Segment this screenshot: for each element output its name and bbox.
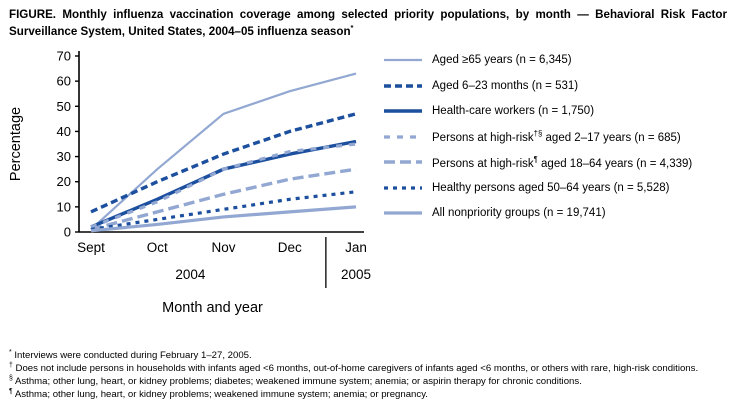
y-tick-label: 20 <box>57 174 71 189</box>
x-tick-label: Jan <box>345 240 367 255</box>
figure-title-text: FIGURE. Monthly influenza vaccination co… <box>9 8 727 38</box>
legend-item: Aged 6–23 months (n = 531) <box>383 78 692 94</box>
year-label-2005: 2005 <box>341 267 371 282</box>
y-tick-label: 30 <box>57 149 71 164</box>
footnote-marker: † <box>9 361 13 369</box>
y-tick-label: 70 <box>57 49 71 64</box>
legend-line-sample <box>384 109 422 113</box>
year-label-2004: 2004 <box>175 267 206 282</box>
y-axis-title: Percentage <box>8 107 24 181</box>
chart-area: 0 10 20 30 40 50 60 70 Sept Oct Nov Dec Jan 2004 2005 M… <box>0 42 736 342</box>
y-tick-label: 40 <box>57 124 71 139</box>
legend-label: Health-care workers (n = 1,750) <box>432 105 595 117</box>
footnote-marker: ¶ <box>9 387 13 395</box>
series-line <box>90 112 357 214</box>
legend-item: All nonpriority groups (n = 19,741) <box>383 205 692 221</box>
legend-line-sample <box>384 134 422 139</box>
legend-item: Persons at high-risk¶ aged 18–64 years (… <box>383 154 692 170</box>
legend-item: Health-care workers (n = 1,750) <box>383 103 692 119</box>
footnote-line: ¶ Asthma; other lung, heart, or kidney p… <box>9 387 428 400</box>
footnote-line: † Does not include persons in households… <box>9 361 699 375</box>
footnote-marker: * <box>9 349 12 356</box>
y-tick-label: 50 <box>57 99 71 114</box>
title-footnote-marker: * <box>350 22 354 32</box>
x-tick-label: Dec <box>278 240 302 255</box>
x-tick-label: Nov <box>211 240 235 255</box>
legend-line-sample <box>384 83 422 88</box>
footnote-marker: § <box>9 374 13 382</box>
y-tick-label: 10 <box>57 199 71 214</box>
legend-label: Persons at high-risk¶ aged 18–64 years (… <box>432 154 693 170</box>
y-tick-label: 60 <box>57 74 71 89</box>
legend-label: Healthy persons aged 50–64 years (n = 5,… <box>432 181 670 194</box>
legend-label: Aged ≥65 years (n = 6,345) <box>432 54 572 66</box>
line-chart: 0 10 20 30 40 50 60 70 Sept Oct Nov Dec Jan 2004 2005 M… <box>8 49 371 317</box>
series-line <box>90 167 357 232</box>
legend-label: Persons at high-risk†§ aged 2–17 years (… <box>432 129 681 144</box>
footnote-line: * Interviews were conducted during Febru… <box>9 349 252 362</box>
legend-item: Aged ≥65 years (n = 6,345) <box>383 52 692 68</box>
series-line <box>90 72 357 231</box>
legend-label: All nonpriority groups (n = 19,741) <box>432 207 606 219</box>
legend-label: Aged 6–23 months (n = 531) <box>432 79 579 92</box>
legend-line-sample <box>384 58 422 62</box>
legend-line-sample <box>384 185 422 190</box>
footnotes: * Interviews were conducted during Febru… <box>9 349 729 401</box>
series-line <box>90 142 357 229</box>
legend-line-sample <box>384 160 422 164</box>
x-tick-label: Sept <box>77 240 105 255</box>
chart-legend: Aged ≥65 years (n = 6,345) Aged 6–23 mont… <box>383 52 692 231</box>
y-tick-label: 0 <box>64 225 71 240</box>
legend-item: Healthy persons aged 50–64 years (n = 5,… <box>383 180 692 196</box>
footnote-line: § Asthma; other lung, heart, or kidney p… <box>9 374 582 387</box>
figure-title: FIGURE. Monthly influenza vaccination co… <box>9 7 727 39</box>
series-line <box>90 205 357 233</box>
x-tick-label: Oct <box>147 240 168 255</box>
x-axis-title: Month and year <box>162 300 263 316</box>
legend-item: Persons at high-risk†§ aged 2–17 years (… <box>383 129 692 145</box>
legend-line-sample <box>384 211 422 215</box>
